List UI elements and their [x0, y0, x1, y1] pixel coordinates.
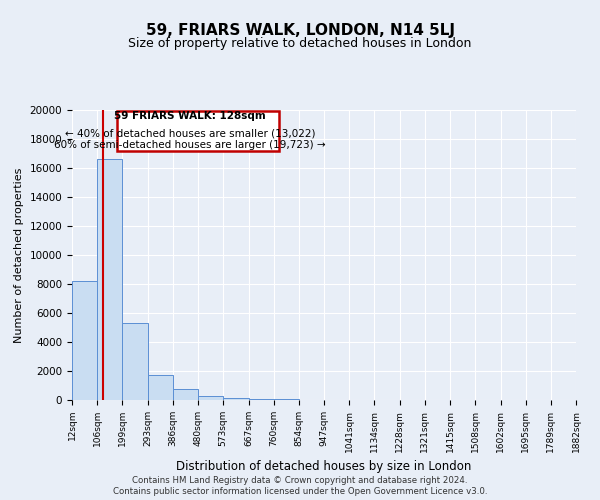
- Text: ← 40% of detached houses are smaller (13,022)
60% of semi-detached houses are la: ← 40% of detached houses are smaller (13…: [54, 129, 326, 150]
- Text: Contains HM Land Registry data © Crown copyright and database right 2024.: Contains HM Land Registry data © Crown c…: [132, 476, 468, 485]
- Text: 59, FRIARS WALK, LONDON, N14 5LJ: 59, FRIARS WALK, LONDON, N14 5LJ: [146, 22, 455, 38]
- Text: Size of property relative to detached houses in London: Size of property relative to detached ho…: [128, 38, 472, 51]
- Bar: [122, 323, 148, 400]
- X-axis label: Distribution of detached houses by size in London: Distribution of detached houses by size …: [176, 460, 472, 473]
- Bar: [248, 398, 274, 400]
- Bar: [223, 398, 248, 400]
- Bar: [97, 160, 122, 400]
- Y-axis label: Number of detached properties: Number of detached properties: [14, 168, 24, 342]
- Bar: [148, 374, 173, 400]
- Bar: [274, 399, 299, 400]
- Bar: [117, 110, 279, 150]
- Bar: [72, 281, 97, 400]
- Bar: [198, 396, 223, 400]
- Text: 59 FRIARS WALK: 128sqm: 59 FRIARS WALK: 128sqm: [114, 112, 266, 122]
- Text: Contains public sector information licensed under the Open Government Licence v3: Contains public sector information licen…: [113, 487, 487, 496]
- Bar: [173, 389, 198, 400]
